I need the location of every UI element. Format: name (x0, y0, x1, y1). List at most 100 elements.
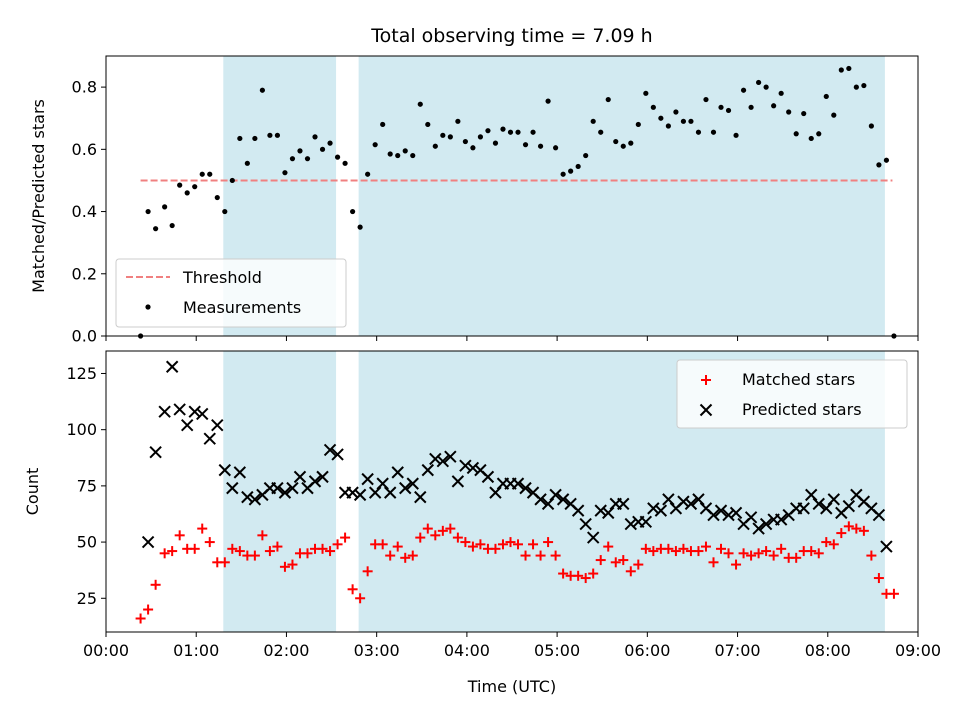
predicted-star-point-43-b (466, 461, 480, 475)
matched-star-point-80 (738, 548, 749, 559)
measurement-point-61 (598, 129, 604, 135)
measurement-point-95 (853, 84, 859, 90)
matched-star-point-29 (355, 593, 366, 604)
matched-star-point-25 (325, 546, 336, 557)
matched-star-point-28 (347, 584, 358, 595)
predicted-star-point-32 (383, 486, 397, 499)
predicted-star-point-10-b (218, 463, 231, 477)
legend-threshold-label: Threshold (182, 268, 262, 287)
measurement-point-12 (229, 177, 235, 184)
measurement-point-44 (470, 145, 476, 151)
matched-star-points (135, 521, 899, 624)
matched-star-point-54 (543, 537, 554, 548)
measurement-point-93 (838, 67, 844, 73)
predicted-star-point-10 (218, 463, 231, 477)
predicted-star-point-19 (286, 481, 299, 495)
measurement-points (137, 65, 897, 339)
predicted-star-point-67 (647, 502, 660, 515)
measurement-point-36 (410, 152, 416, 159)
predicted-star-point-29-b (361, 472, 374, 486)
predicted-star-point-75-b (707, 508, 720, 522)
bottom-x-ticks: 00:00 01:00 02:00 03:00 04:00 05:00 06:00 07:00… (83, 632, 941, 660)
bottom-x-tick-label-5: 05:00 (534, 641, 580, 660)
predicted-star-point-39 (436, 454, 450, 468)
predicted-star-point-59 (586, 531, 600, 544)
measurement-point-16 (259, 87, 265, 93)
top-y-tick-label-0: 0.0 (72, 327, 97, 346)
measurement-point-76 (710, 129, 717, 135)
predicted-star-point-77-b (722, 508, 735, 522)
predicted-star-point-35 (406, 477, 419, 490)
predicted-star-point-73 (692, 493, 705, 506)
predicted-star-point-11-b (226, 481, 239, 495)
predicted-star-point-91-b (827, 493, 840, 506)
measurement-point-81 (748, 104, 754, 110)
top-y-ticks: 0.0 0.2 0.4 0.6 0.8 (72, 78, 106, 346)
measurement-point-58 (575, 163, 581, 170)
matched-star-point-13 (234, 546, 245, 557)
predicted-star-point-22 (308, 475, 322, 488)
predicted-star-point-20-b (293, 470, 307, 484)
matched-star-point-65 (625, 566, 636, 577)
matched-star-point-85 (776, 543, 787, 554)
predicted-star-point-17-b (271, 481, 284, 495)
measurement-point-60 (590, 118, 596, 124)
measurement-point-10 (214, 194, 220, 201)
bottom-y-ticks: 25 50 75 100 125 (66, 364, 106, 608)
measurement-point-26 (334, 154, 341, 160)
predicted-star-point-78-b (729, 506, 743, 520)
predicted-star-point-63 (617, 497, 630, 511)
predicted-star-point-37-b (421, 463, 434, 477)
predicted-star-point-0-b (141, 535, 155, 549)
predicted-star-point-34-b (399, 481, 412, 495)
matched-star-point-48 (497, 539, 508, 550)
predicted-star-point-42-b (459, 459, 472, 472)
bottom-y-tick-label-0: 25 (77, 589, 97, 608)
predicted-star-point-9-b (211, 418, 224, 432)
measurement-point-21 (297, 148, 303, 154)
matched-star-point-34 (392, 541, 403, 552)
measurement-point-35 (402, 148, 408, 154)
measurement-point-52 (530, 129, 536, 135)
measurement-point-50 (515, 129, 521, 135)
matched-star-point-3 (159, 548, 170, 559)
predicted-star-point-89 (812, 497, 825, 511)
matched-star-point-44 (467, 541, 478, 552)
predicted-star-point-29 (361, 472, 374, 486)
matched-star-point-62 (603, 541, 614, 552)
predicted-star-point-76-b (714, 504, 728, 517)
measurement-point-28 (350, 208, 356, 215)
predicted-star-point-45-b (481, 470, 495, 484)
predicted-star-point-9 (211, 418, 224, 432)
measurement-point-13 (237, 135, 243, 142)
predicted-star-point-93 (842, 499, 856, 513)
matched-star-point-40 (437, 525, 448, 536)
measurement-point-38 (425, 121, 431, 128)
predicted-star-point-54 (549, 488, 562, 502)
predicted-star-point-52-b (534, 493, 547, 506)
measurement-point-83 (763, 84, 769, 90)
measurement-point-42 (455, 118, 461, 124)
measurement-point-7 (192, 184, 198, 190)
predicted-star-point-39-b (436, 454, 450, 468)
measurement-point-71 (673, 109, 679, 115)
matched-star-point-36 (407, 550, 418, 561)
measurement-point-47 (492, 140, 499, 146)
matched-star-point-11 (219, 557, 230, 568)
predicted-star-point-18-b (278, 486, 292, 499)
predicted-star-point-98 (880, 540, 893, 553)
predicted-star-point-7-b (196, 407, 209, 421)
predicted-star-point-61 (602, 506, 615, 520)
predicted-star-point-38-b (429, 452, 442, 466)
predicted-star-point-13 (241, 490, 254, 504)
bottom-x-tick-label-6: 06:00 (624, 641, 670, 660)
measurement-point-62 (605, 96, 611, 103)
predicted-star-point-22-b (308, 475, 322, 488)
measurement-point-86 (786, 109, 792, 115)
predicted-star-point-68 (654, 504, 668, 517)
predicted-star-point-56-b (564, 497, 577, 511)
measurement-point-32 (380, 121, 386, 128)
predicted-star-point-3 (165, 360, 179, 373)
matched-star-point-97 (866, 550, 877, 561)
predicted-star-point-41 (451, 475, 465, 488)
